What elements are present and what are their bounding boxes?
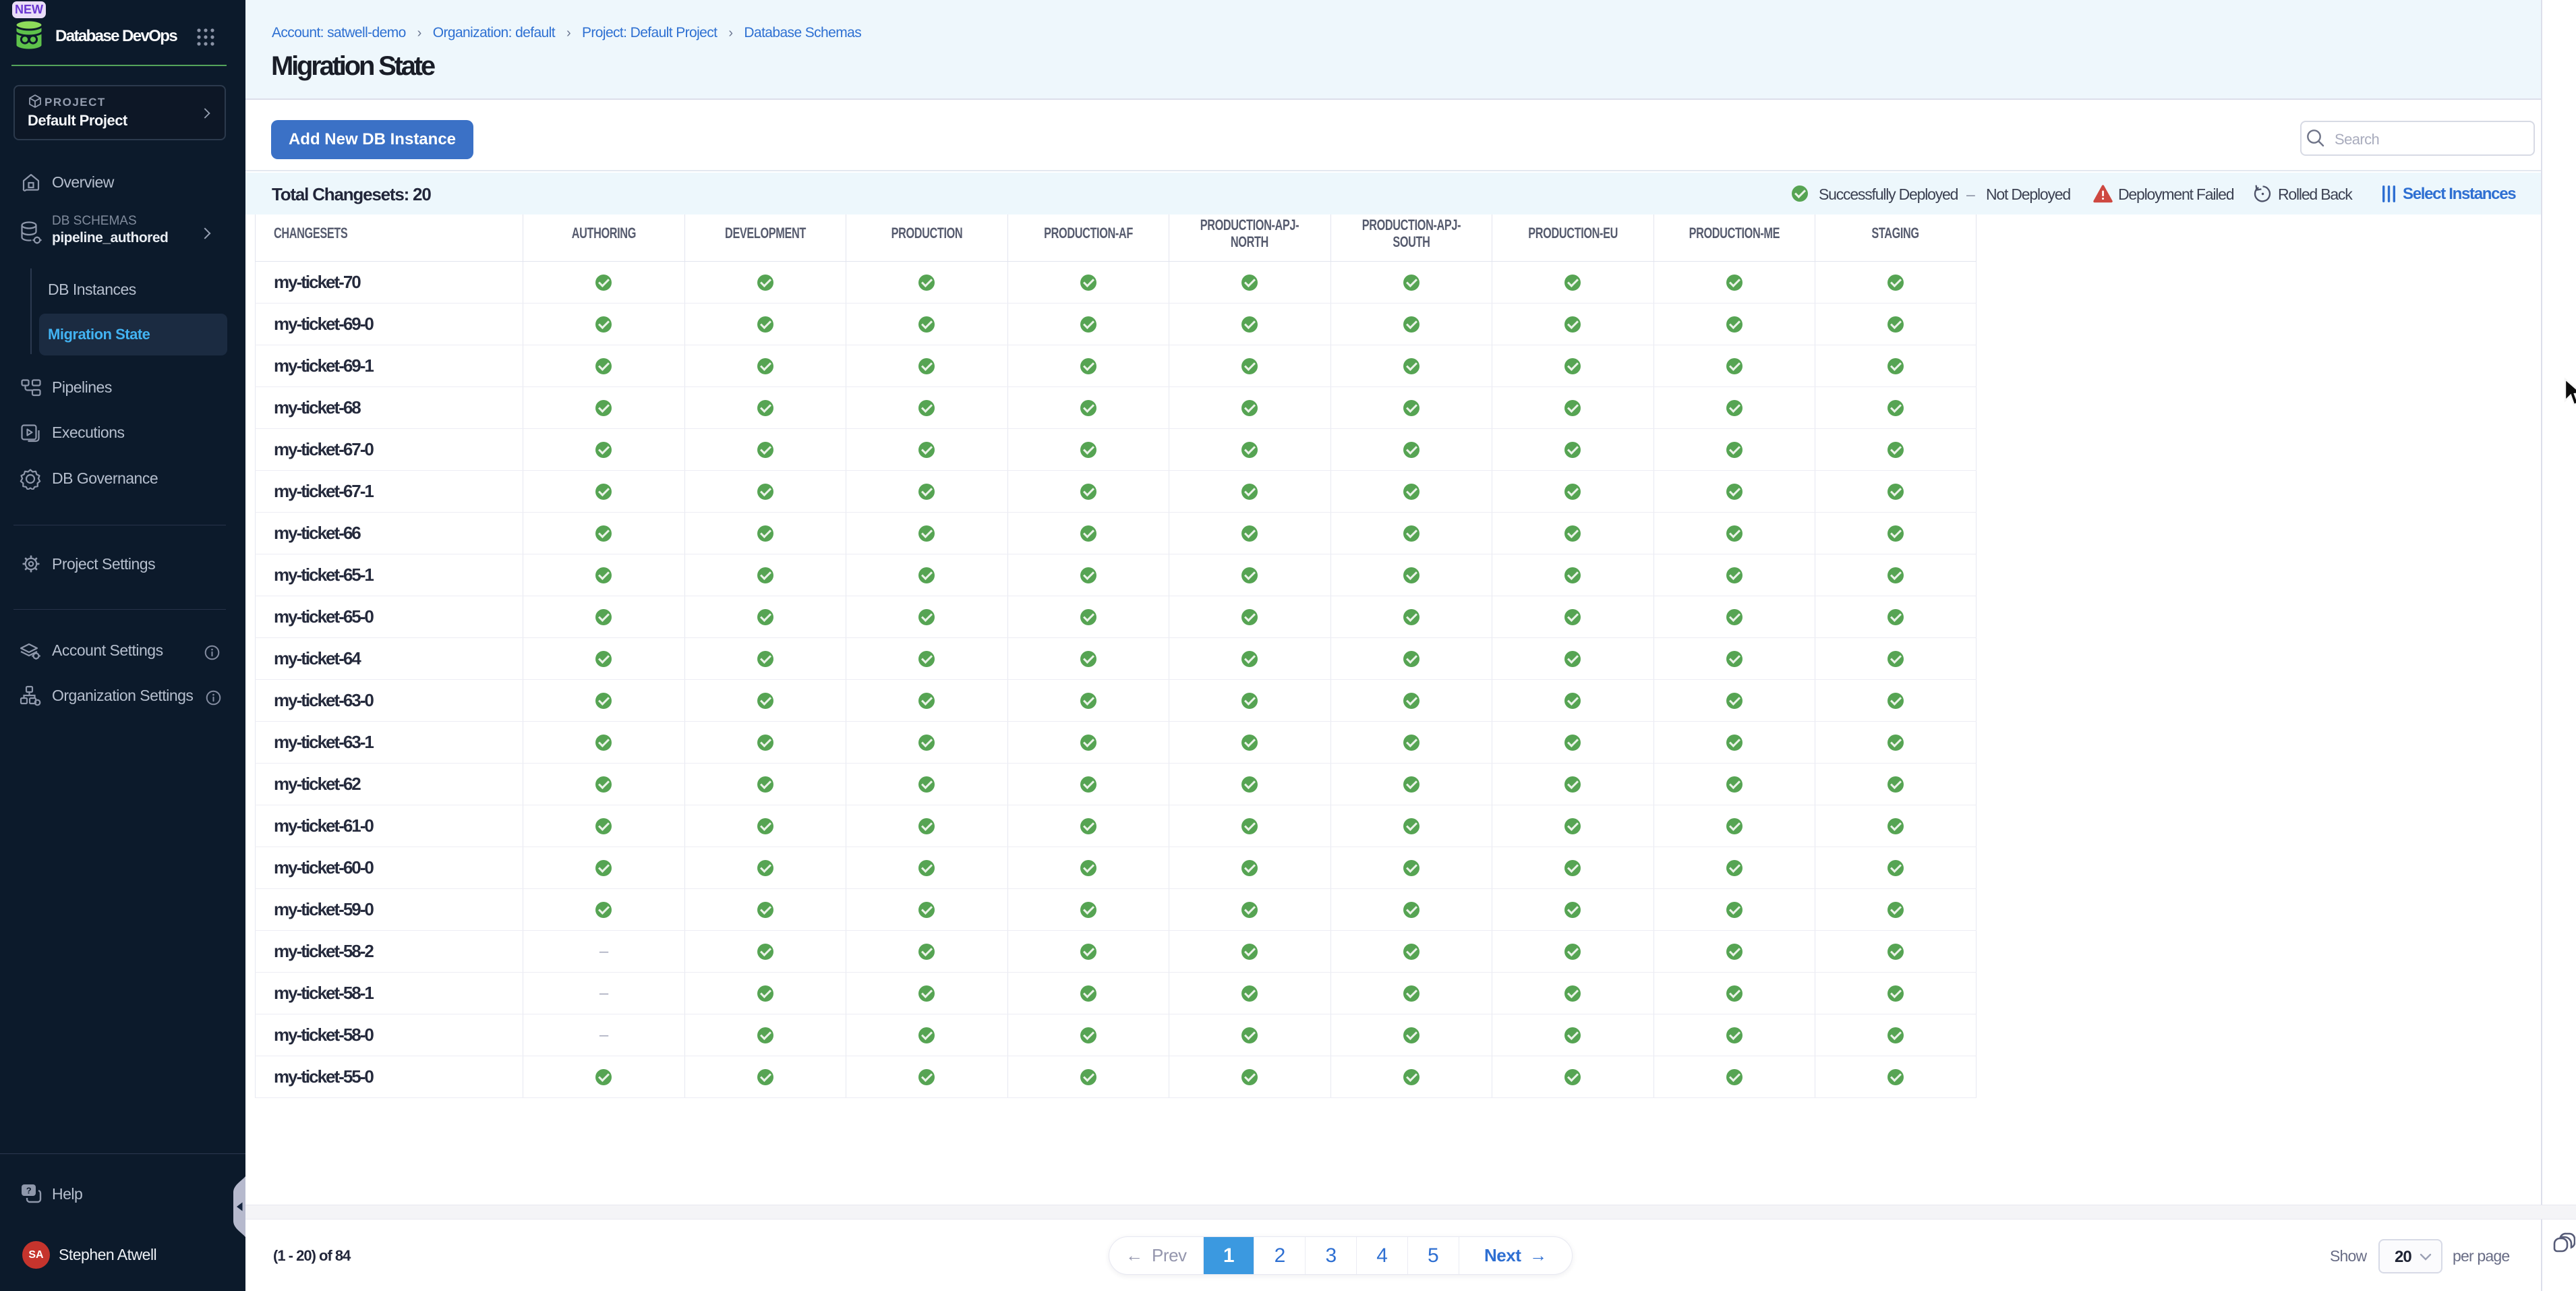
svg-text:?: ?	[26, 1186, 32, 1196]
